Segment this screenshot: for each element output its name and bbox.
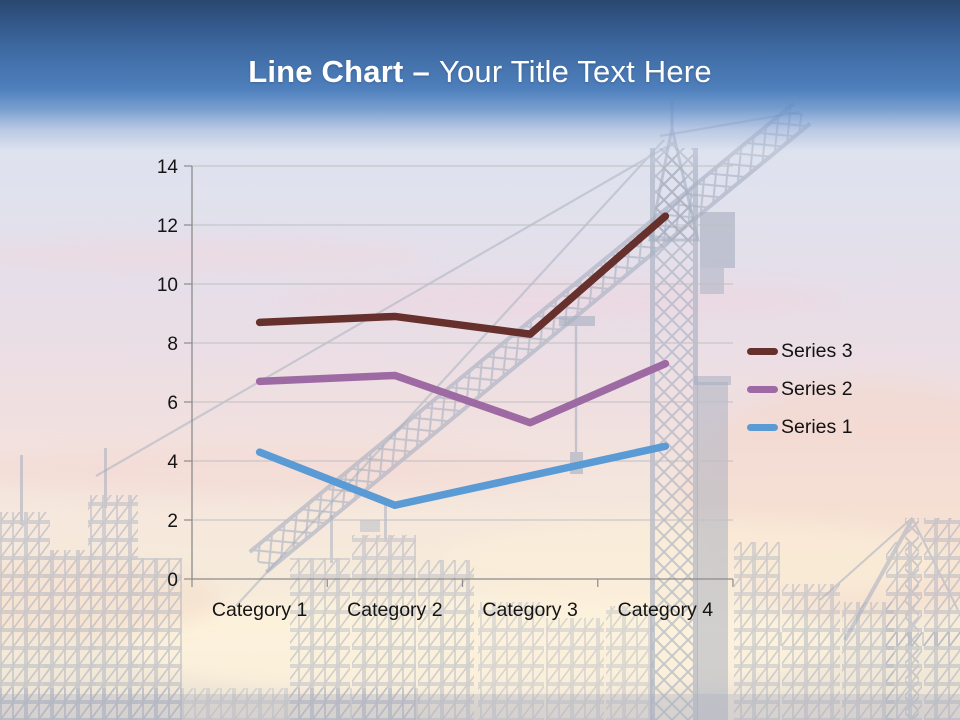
slide-title-dash: –	[412, 54, 430, 89]
legend-label: Series 1	[781, 415, 853, 438]
y-tick-label: 2	[167, 511, 178, 532]
y-tick-label: 4	[167, 452, 178, 473]
tower-crane-mast	[650, 148, 698, 720]
hoist-shaft-column	[694, 376, 731, 720]
x-category-label: Category 4	[618, 599, 714, 621]
y-tick-label: 8	[167, 334, 178, 355]
small-crane-far-right	[819, 517, 960, 720]
legend-item: Series 3	[747, 332, 853, 370]
legend-label: Series 3	[781, 339, 853, 362]
scaffolding-center-right	[478, 602, 654, 720]
y-tick-label: 6	[167, 393, 178, 414]
legend-item: Series 1	[747, 408, 853, 446]
slide-title: Line Chart – Your Title Text Here	[0, 54, 960, 90]
y-tick-label: 12	[157, 216, 178, 237]
y-tick-label: 14	[157, 157, 179, 178]
slide-title-secondary: Your Title Text Here	[438, 54, 712, 89]
slide-title-primary: Line Chart	[248, 54, 404, 89]
scaffolding-bottom-left	[0, 688, 420, 720]
legend-marker-line	[747, 347, 778, 355]
x-category-label: Category 1	[212, 599, 307, 621]
y-tick-label: 10	[157, 275, 178, 296]
legend-item: Series 2	[747, 370, 853, 408]
x-category-label: Category 3	[482, 599, 577, 621]
x-category-label: Category 2	[347, 599, 442, 621]
legend-marker-line	[747, 385, 778, 393]
crane-cab	[700, 212, 735, 294]
legend-label: Series 2	[781, 377, 853, 400]
series-line-series-2	[255, 359, 670, 427]
chart-legend: Series 3 Series 2 Series 1	[747, 332, 853, 446]
series-line-series-3	[255, 212, 670, 338]
series-line-series-1	[255, 442, 670, 509]
legend-marker-line	[747, 423, 778, 431]
y-tick-label: 0	[167, 570, 178, 591]
